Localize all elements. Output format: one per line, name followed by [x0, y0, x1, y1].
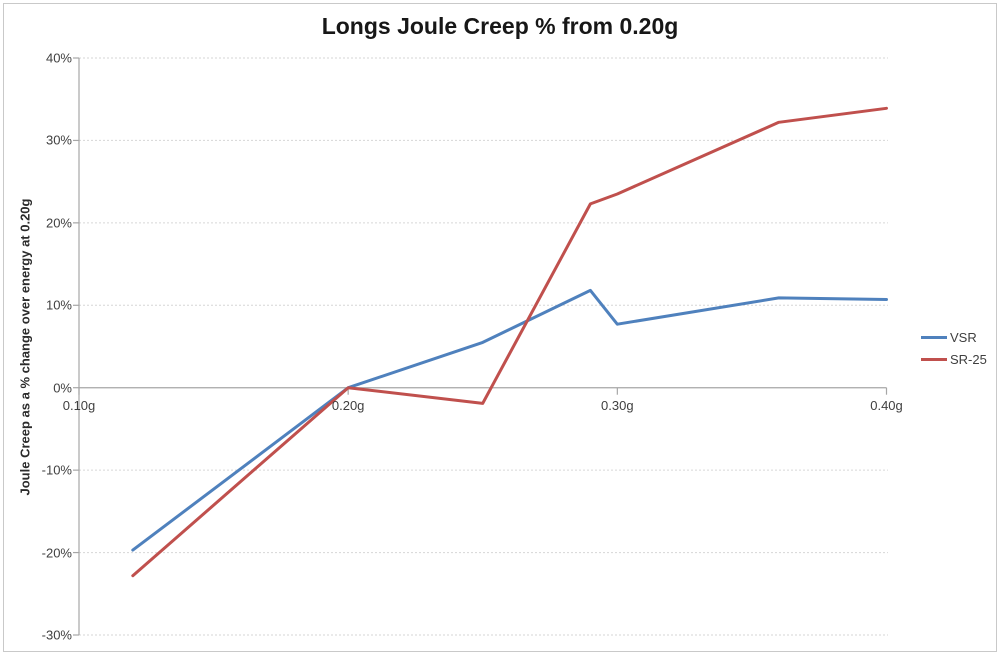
y-tick-label: 10%	[45, 297, 72, 313]
x-tick-label: 0.40g	[870, 398, 903, 413]
y-tick-label: -20%	[41, 545, 72, 561]
y-tick-label: 40%	[45, 50, 72, 66]
y-tick-label: 30%	[45, 132, 72, 148]
y-tick-label: 20%	[45, 215, 72, 231]
x-tick-label: 0.10g	[62, 398, 96, 413]
series-line-sr-25	[131, 106, 888, 578]
chart-title: Longs Joule Creep % from 0.20g	[321, 13, 679, 39]
x-tick-label: 0.20g	[331, 398, 365, 413]
y-tick-label: -10%	[41, 462, 72, 478]
series-line-vsr	[131, 288, 888, 552]
y-tick-label: 0%	[53, 380, 72, 396]
y-tick-label: -30%	[41, 627, 72, 643]
x-tick-label: 0.30g	[601, 398, 634, 413]
